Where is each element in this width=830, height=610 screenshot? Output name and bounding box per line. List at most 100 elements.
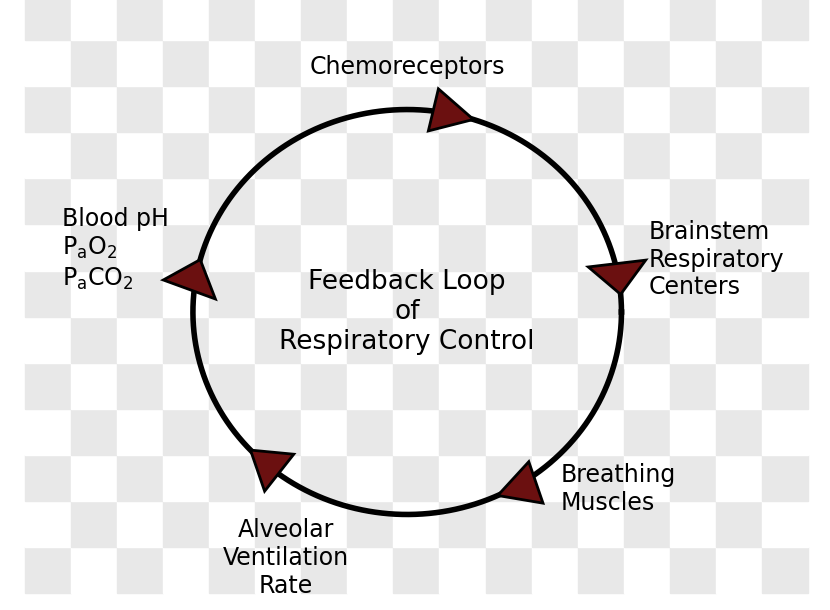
- Bar: [209, 317, 255, 363]
- Bar: [163, 178, 209, 224]
- Bar: [670, 455, 716, 501]
- Bar: [255, 0, 301, 40]
- Bar: [439, 178, 486, 224]
- Bar: [716, 132, 762, 178]
- Bar: [117, 132, 163, 178]
- Bar: [71, 317, 117, 363]
- Bar: [393, 132, 439, 178]
- Bar: [209, 455, 255, 501]
- Bar: [255, 40, 301, 86]
- Bar: [163, 0, 209, 40]
- Bar: [716, 224, 762, 270]
- Bar: [209, 40, 255, 86]
- Polygon shape: [251, 450, 294, 491]
- Bar: [255, 409, 301, 455]
- Bar: [255, 547, 301, 593]
- Bar: [347, 0, 393, 40]
- Bar: [624, 501, 670, 547]
- Bar: [25, 270, 71, 317]
- Bar: [25, 0, 71, 40]
- Bar: [716, 363, 762, 409]
- Bar: [71, 178, 117, 224]
- Bar: [393, 270, 439, 317]
- Bar: [670, 178, 716, 224]
- Bar: [301, 501, 347, 547]
- Bar: [255, 455, 301, 501]
- Bar: [163, 501, 209, 547]
- Bar: [486, 0, 532, 40]
- Bar: [209, 224, 255, 270]
- Bar: [117, 0, 163, 40]
- Bar: [486, 178, 532, 224]
- Bar: [301, 224, 347, 270]
- Bar: [163, 86, 209, 132]
- Bar: [347, 224, 393, 270]
- Bar: [71, 270, 117, 317]
- Bar: [393, 178, 439, 224]
- Bar: [255, 501, 301, 547]
- Text: Breathing
Muscles: Breathing Muscles: [561, 463, 676, 515]
- Bar: [347, 501, 393, 547]
- Polygon shape: [588, 260, 646, 295]
- Bar: [624, 0, 670, 40]
- Bar: [762, 501, 808, 547]
- Bar: [762, 317, 808, 363]
- Bar: [532, 224, 578, 270]
- Bar: [762, 178, 808, 224]
- Bar: [439, 409, 486, 455]
- Bar: [486, 455, 532, 501]
- Bar: [25, 455, 71, 501]
- Bar: [301, 132, 347, 178]
- Bar: [117, 224, 163, 270]
- Bar: [486, 86, 532, 132]
- Bar: [25, 409, 71, 455]
- Bar: [71, 455, 117, 501]
- Bar: [670, 409, 716, 455]
- Bar: [163, 132, 209, 178]
- Text: Alveolar
Ventilation
Rate: Alveolar Ventilation Rate: [223, 518, 349, 598]
- Bar: [163, 455, 209, 501]
- Bar: [532, 409, 578, 455]
- Bar: [532, 132, 578, 178]
- Bar: [255, 224, 301, 270]
- Bar: [439, 86, 486, 132]
- Bar: [578, 178, 624, 224]
- Bar: [209, 132, 255, 178]
- Bar: [117, 270, 163, 317]
- Bar: [532, 178, 578, 224]
- Bar: [670, 363, 716, 409]
- Bar: [532, 0, 578, 40]
- Bar: [670, 40, 716, 86]
- Bar: [439, 547, 486, 593]
- Bar: [624, 132, 670, 178]
- Bar: [716, 178, 762, 224]
- Bar: [71, 224, 117, 270]
- Bar: [624, 547, 670, 593]
- Bar: [670, 317, 716, 363]
- Bar: [578, 0, 624, 40]
- Bar: [439, 363, 486, 409]
- Bar: [578, 455, 624, 501]
- Bar: [71, 132, 117, 178]
- Bar: [578, 363, 624, 409]
- Bar: [716, 547, 762, 593]
- Bar: [163, 409, 209, 455]
- Polygon shape: [428, 89, 473, 131]
- Bar: [347, 455, 393, 501]
- Bar: [578, 132, 624, 178]
- Bar: [163, 363, 209, 409]
- Bar: [117, 547, 163, 593]
- Text: Feedback Loop
of
Respiratory Control: Feedback Loop of Respiratory Control: [280, 269, 535, 355]
- Bar: [163, 547, 209, 593]
- Bar: [393, 0, 439, 40]
- Bar: [439, 317, 486, 363]
- Bar: [624, 317, 670, 363]
- Bar: [347, 547, 393, 593]
- Bar: [532, 547, 578, 593]
- Bar: [578, 224, 624, 270]
- Bar: [393, 86, 439, 132]
- Bar: [578, 409, 624, 455]
- Bar: [486, 132, 532, 178]
- Bar: [393, 363, 439, 409]
- Bar: [578, 501, 624, 547]
